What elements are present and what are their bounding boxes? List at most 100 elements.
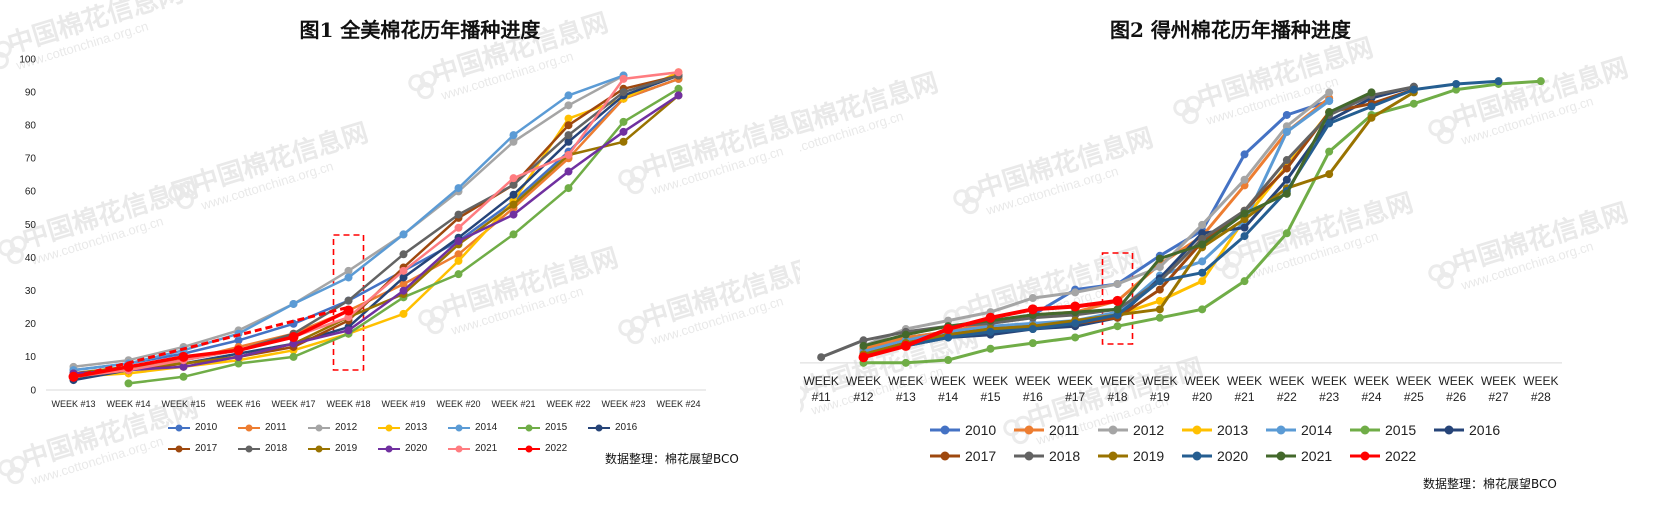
data-point xyxy=(1240,277,1249,286)
x-tick-label: WEEK #28 xyxy=(1523,374,1558,404)
legend-label: 2014 xyxy=(475,422,498,433)
legend-item-2017: 2017 xyxy=(930,448,996,464)
cotton-logo-icon xyxy=(1428,115,1457,145)
data-point xyxy=(509,190,518,199)
data-point xyxy=(399,286,408,295)
chart1-panel: 中国棉花信息网 www.cottonchina.org.cn 中国棉花信息网 www.… xyxy=(0,0,800,525)
legend-marker-icon xyxy=(1098,451,1128,461)
data-point xyxy=(509,200,518,209)
data-point xyxy=(1028,339,1037,348)
data-point xyxy=(1028,325,1037,334)
legend-label: 2013 xyxy=(1217,422,1249,438)
x-tick-label: WEEK #24 xyxy=(656,399,700,409)
data-point xyxy=(1028,294,1037,303)
legend-item-2010: 2010 xyxy=(168,422,217,433)
legend-item-2019: 2019 xyxy=(1098,448,1164,464)
data-point xyxy=(564,101,573,110)
cotton-logo-icon xyxy=(800,385,807,415)
data-point xyxy=(619,117,628,126)
legend-marker-icon xyxy=(1182,451,1212,461)
legend-item-2018: 2018 xyxy=(238,443,287,454)
x-tick-label: WEEK #13 xyxy=(888,374,923,404)
data-point xyxy=(858,352,869,363)
data-point xyxy=(1325,119,1334,128)
x-tick-label: WEEK #22 xyxy=(546,399,590,409)
data-point xyxy=(986,344,995,353)
cotton-logo-icon xyxy=(953,185,982,215)
cotton-logo-icon xyxy=(1173,95,1202,125)
data-point xyxy=(1452,79,1461,88)
x-tick-label: WEEK #11 xyxy=(803,374,838,404)
legend-item-2022: 2022 xyxy=(1350,448,1416,464)
x-tick-label: WEEK #23 xyxy=(1311,374,1346,404)
data-point xyxy=(1113,305,1122,314)
legend-item-2020: 2020 xyxy=(1182,448,1248,464)
legend-label: 2016 xyxy=(615,422,638,433)
legend-label: 2015 xyxy=(545,422,568,433)
data-point xyxy=(1282,110,1291,119)
x-tick-label: WEEK #21 xyxy=(491,399,535,409)
legend-item-2021: 2021 xyxy=(448,443,497,454)
x-tick-label: WEEK #24 xyxy=(1354,374,1389,404)
data-point xyxy=(1155,313,1164,322)
data-point xyxy=(509,137,518,146)
legend-marker-icon xyxy=(238,423,260,433)
data-point xyxy=(1325,170,1334,179)
legend-label: 2012 xyxy=(335,422,358,433)
legend-item-2013: 2013 xyxy=(1182,422,1248,438)
chart2-panel: 中国棉花信息网 www.cottonchina.org.cn 中国棉花信息网 www.… xyxy=(800,0,1661,525)
data-point xyxy=(1409,85,1418,94)
legend-item-2017: 2017 xyxy=(168,443,217,454)
data-point xyxy=(288,332,299,343)
legend-marker-icon xyxy=(1434,425,1464,435)
y-tick-label: 0 xyxy=(30,385,36,396)
y-tick-label: 10 xyxy=(25,352,37,363)
legend-marker-icon xyxy=(930,451,960,461)
cotton-logo-icon xyxy=(168,180,197,210)
data-point xyxy=(399,280,408,289)
x-tick-label: WEEK #18 xyxy=(326,399,370,409)
legend-item-2021: 2021 xyxy=(1266,448,1332,464)
data-point xyxy=(1367,113,1376,122)
data-point xyxy=(509,174,518,183)
data-point xyxy=(454,270,463,279)
legend-item-2018: 2018 xyxy=(1014,448,1080,464)
x-tick-label: WEEK #25 xyxy=(1396,374,1431,404)
legend-marker-icon xyxy=(308,444,330,454)
data-point xyxy=(1155,305,1164,314)
legend-marker-icon xyxy=(1266,425,1296,435)
legend-marker-icon xyxy=(1098,425,1128,435)
data-point xyxy=(1198,257,1207,266)
data-point xyxy=(817,353,826,362)
legend-item-2015: 2015 xyxy=(518,422,567,433)
data-point xyxy=(179,362,188,371)
legend-label: 2018 xyxy=(265,443,288,454)
data-point xyxy=(1282,122,1291,131)
x-tick-label: WEEK #15 xyxy=(161,399,205,409)
data-point xyxy=(859,341,868,350)
data-point xyxy=(454,256,463,265)
data-point xyxy=(1198,240,1207,249)
data-point xyxy=(1282,175,1291,184)
legend-item-2015: 2015 xyxy=(1350,422,1416,438)
y-tick-label: 100 xyxy=(19,54,36,65)
legend-marker-icon xyxy=(448,423,470,433)
legend-label: 2010 xyxy=(195,422,218,433)
legend-item-2016: 2016 xyxy=(1434,422,1500,438)
x-tick-label: WEEK #26 xyxy=(1438,374,1473,404)
data-point xyxy=(1409,99,1418,108)
cotton-logo-icon xyxy=(0,235,27,265)
data-point xyxy=(1071,333,1080,342)
legend-marker-icon xyxy=(1182,425,1212,435)
data-point xyxy=(454,223,463,232)
legend-marker-icon xyxy=(448,444,470,454)
data-point xyxy=(1198,229,1207,238)
data-point xyxy=(564,114,573,123)
legend-label: 2021 xyxy=(1301,448,1333,464)
data-point xyxy=(900,340,911,351)
data-point xyxy=(234,336,243,345)
series-2010 xyxy=(859,96,1334,353)
